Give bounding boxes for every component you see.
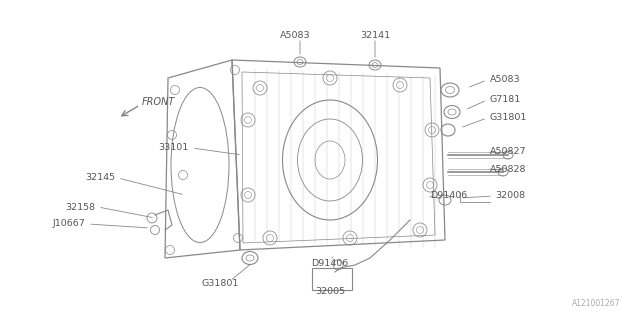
Text: 32158: 32158	[65, 203, 95, 212]
Text: J10667: J10667	[52, 220, 85, 228]
Text: D91406: D91406	[430, 191, 467, 201]
Text: 32008: 32008	[495, 191, 525, 201]
Bar	[312, 268, 352, 290]
Text: A50828: A50828	[490, 164, 527, 173]
Text: A5083: A5083	[280, 30, 310, 39]
Text: FRONT: FRONT	[142, 97, 175, 107]
Text: 32005: 32005	[315, 287, 345, 297]
Text: A121001267: A121001267	[572, 299, 620, 308]
Text: A5083: A5083	[490, 76, 520, 84]
Text: G31801: G31801	[490, 114, 527, 123]
Text: G31801: G31801	[202, 278, 239, 287]
Text: A50827: A50827	[490, 148, 527, 156]
Text: 32141: 32141	[360, 30, 390, 39]
Text: G7181: G7181	[490, 95, 521, 105]
Text: D91406: D91406	[312, 259, 349, 268]
Text: 32145: 32145	[85, 173, 115, 182]
Text: 33101: 33101	[157, 143, 188, 153]
